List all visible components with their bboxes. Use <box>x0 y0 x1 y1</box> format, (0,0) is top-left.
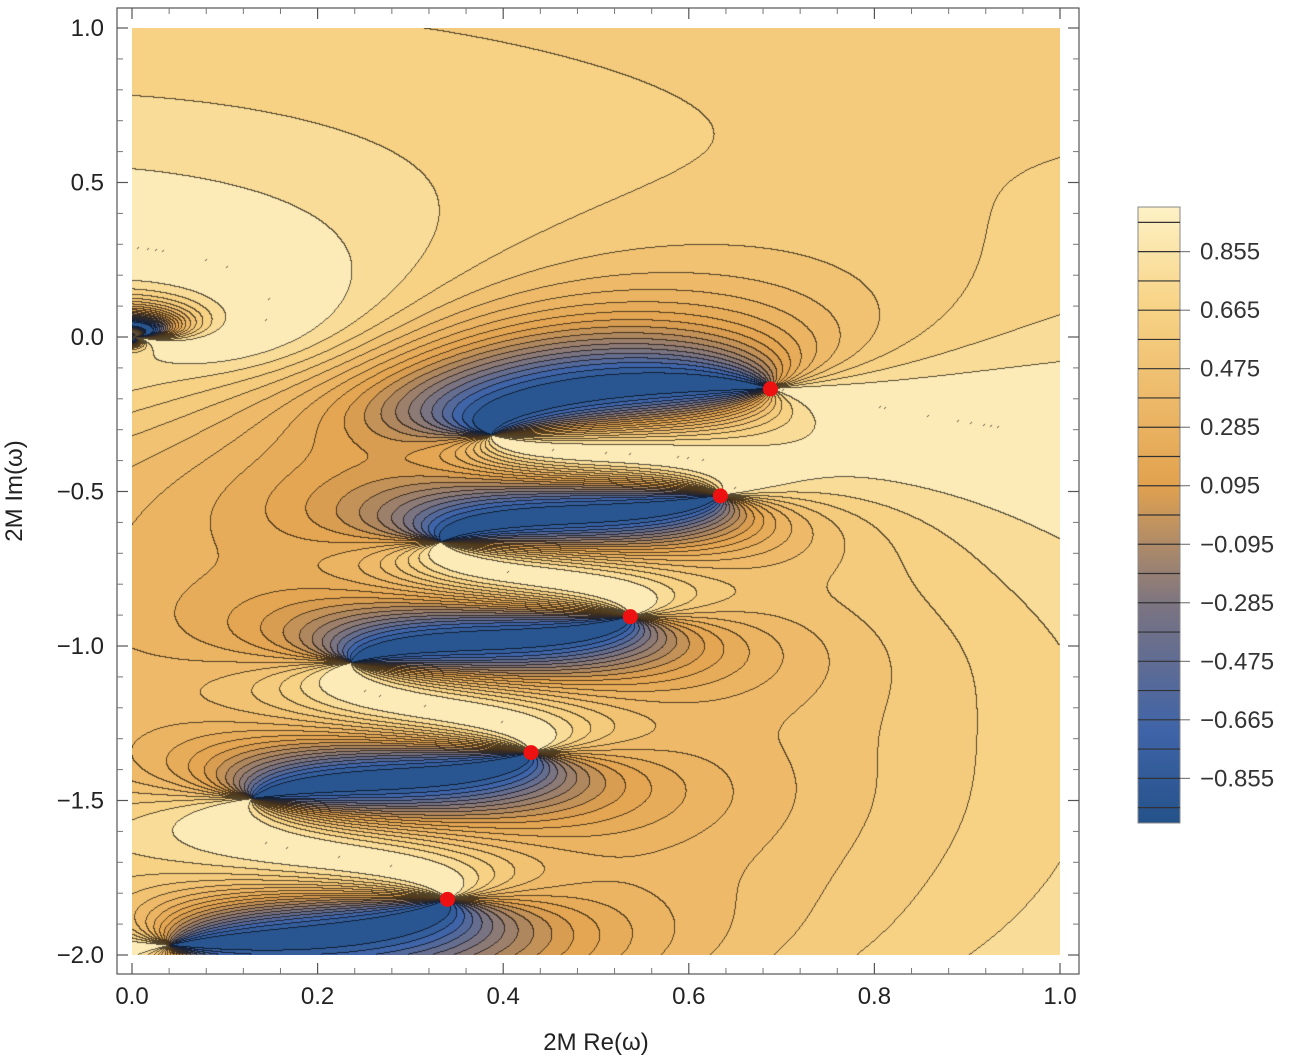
x-axis-title: 2M Re(ω) <box>543 1029 648 1056</box>
colorbar: 0.855 0.665 0.475 0.285 0.095 −0.095 −0.285 −0.… <box>1137 206 1274 824</box>
y-tick-label: −2.0 <box>57 942 104 969</box>
x-tick-label: 0.8 <box>858 983 891 1010</box>
x-tick-label: 0.6 <box>672 983 705 1010</box>
mode-point <box>622 609 638 625</box>
colorbar-label: 0.665 <box>1200 297 1260 324</box>
colorbar-label: 0.285 <box>1200 414 1260 441</box>
colorbar-label: −0.475 <box>1200 648 1274 675</box>
colorbar-label: −0.665 <box>1200 707 1274 734</box>
y-tick-label: −1.5 <box>57 788 104 815</box>
x-axis-ticks: 0.0 0.2 0.4 0.6 0.8 1.0 <box>115 8 1077 1010</box>
y-axis-ticks: 1.0 0.5 0.0 −0.5 −1.0 −1.5 −2.0 <box>57 15 1079 969</box>
colorbar-label: −0.095 <box>1200 531 1274 558</box>
x-tick-label: 0.2 <box>301 983 334 1010</box>
y-tick-label: 1.0 <box>71 15 104 42</box>
colorbar-level-lines <box>1138 221 1180 809</box>
x-tick-label: 0.4 <box>487 983 520 1010</box>
y-tick-label: −0.5 <box>57 479 104 506</box>
mode-point <box>762 381 778 397</box>
mode-point <box>523 745 539 761</box>
y-tick-label: 0.5 <box>71 170 104 197</box>
marker-layer <box>440 381 778 907</box>
colorbar-label: −0.285 <box>1200 590 1274 617</box>
mode-point <box>440 891 456 907</box>
colorbar-labels: 0.855 0.665 0.475 0.285 0.095 −0.095 −0.285 −0.… <box>1180 239 1274 792</box>
y-tick-label: −1.0 <box>57 633 104 660</box>
y-axis-title: 2M Im(ω) <box>1 440 28 541</box>
colorbar-label: 0.855 <box>1200 239 1260 266</box>
y-tick-label: 0.0 <box>71 324 104 351</box>
mode-point <box>712 488 728 504</box>
contour-field <box>132 28 1060 955</box>
x-tick-label: 0.0 <box>115 983 148 1010</box>
colorbar-label: 0.095 <box>1200 473 1260 500</box>
colorbar-label: −0.855 <box>1200 765 1274 792</box>
colorbar-label: 0.475 <box>1200 356 1260 383</box>
x-tick-label: 1.0 <box>1043 983 1076 1010</box>
